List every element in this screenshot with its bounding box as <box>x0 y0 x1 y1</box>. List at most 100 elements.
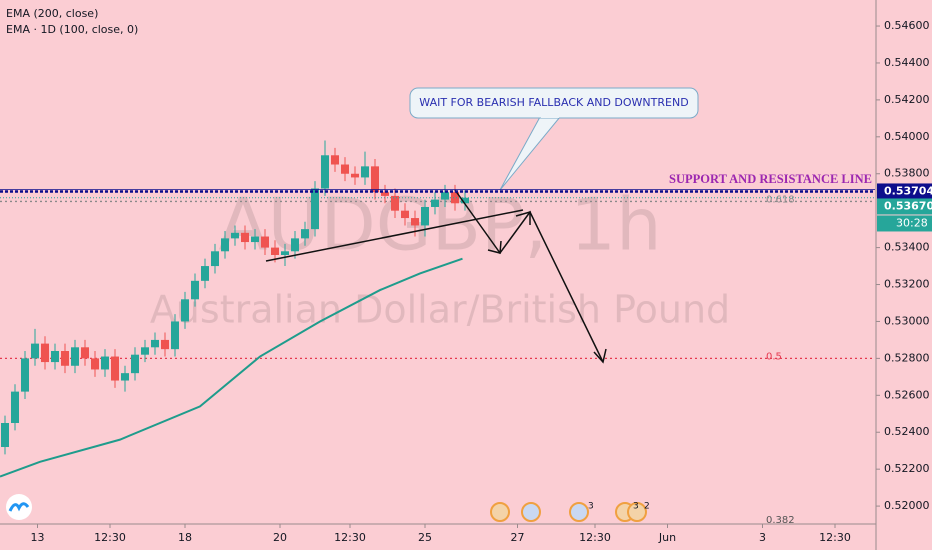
y-tick-label: 0.54000 <box>884 130 930 143</box>
candle-body <box>131 354 139 374</box>
x-tick-label: 12:30 <box>334 531 366 544</box>
candle-body <box>51 350 59 363</box>
y-tick-label: 0.53400 <box>884 241 930 254</box>
candle-body <box>251 236 259 243</box>
candle-body <box>351 173 359 178</box>
countdown-box <box>877 215 932 232</box>
candle-body <box>421 206 429 226</box>
candle-body <box>301 229 309 239</box>
indicator-legend: EMA (200, close) <box>6 7 98 20</box>
y-tick-label: 0.52400 <box>884 425 930 438</box>
event-icon[interactable] <box>627 502 647 522</box>
candle-body <box>401 210 409 219</box>
candle-body <box>201 266 209 281</box>
price-label: 0.53704 <box>884 184 932 197</box>
candle-body <box>81 347 89 359</box>
candle-body <box>311 188 319 230</box>
y-tick-label: 0.54200 <box>884 93 930 106</box>
candle-body <box>171 321 179 350</box>
candle-body <box>391 195 399 211</box>
callout-tail <box>499 116 561 191</box>
candle-body <box>151 339 159 348</box>
x-tick-label: 12:30 <box>579 531 611 544</box>
candle-body <box>181 299 189 322</box>
candle-body <box>101 356 109 370</box>
x-tick-label: 27 <box>511 531 525 544</box>
candle-body <box>141 347 149 355</box>
event-icon[interactable] <box>569 502 589 522</box>
x-tick-label: 12:30 <box>819 531 851 544</box>
candle-body <box>231 232 239 239</box>
event-count: 3 <box>633 502 639 512</box>
candle-body <box>331 155 339 165</box>
candle-body <box>11 391 19 424</box>
candle-body <box>261 236 269 248</box>
y-tick-label: 0.53800 <box>884 167 930 180</box>
candle-body <box>271 247 279 255</box>
candle-body <box>61 350 69 366</box>
candle-body <box>211 251 219 267</box>
projection-path <box>454 189 604 363</box>
x-tick-label: 18 <box>178 531 192 544</box>
candle-body <box>161 339 169 350</box>
event-count: 2 <box>644 502 650 512</box>
candle-body <box>441 192 449 200</box>
candle-body <box>1 423 9 448</box>
x-tick-label: 3 <box>759 531 766 544</box>
candle-body <box>461 197 469 204</box>
candle-body <box>371 166 379 193</box>
arrow-head <box>487 240 502 254</box>
price-label: 0.53670 <box>884 199 932 212</box>
y-tick-label: 0.53200 <box>884 278 930 291</box>
fib-label: 0.382 <box>766 515 795 526</box>
price-label-box <box>877 183 932 200</box>
x-tick-label: Jun <box>658 531 676 544</box>
y-tick-label: 0.52600 <box>884 388 930 401</box>
x-tick-label: 12:30 <box>94 531 126 544</box>
y-tick-label: 0.52800 <box>884 351 930 364</box>
candle-body <box>241 232 249 243</box>
event-count: 3 <box>588 502 594 512</box>
trend-line <box>265 209 524 262</box>
ema-line <box>0 257 463 478</box>
x-tick-label: 25 <box>418 531 432 544</box>
candle-body <box>341 164 349 174</box>
marks <box>0 140 875 478</box>
logo-mark <box>8 502 30 512</box>
y-tick-label: 0.53000 <box>884 314 930 327</box>
candle-body <box>361 166 369 178</box>
y-tick-label: 0.52200 <box>884 462 930 475</box>
fib-label: 0.5 <box>766 351 782 362</box>
support-label: SUPPORT AND RESISTANCE LINE <box>669 172 872 186</box>
watermark-name: Australian Dollar/British Pound <box>150 288 730 332</box>
event-icon[interactable] <box>490 502 510 522</box>
y-tick-label: 0.52000 <box>884 499 930 512</box>
candle-body <box>191 280 199 300</box>
arrow-head <box>593 348 607 364</box>
candle-body <box>291 238 299 252</box>
y-tick-label: 0.54600 <box>884 19 930 32</box>
x-tick-label: 13 <box>31 531 45 544</box>
candle-body <box>281 251 289 255</box>
candle-body <box>221 238 229 252</box>
x-tick-label: 20 <box>273 531 287 544</box>
candle-body <box>31 343 39 359</box>
arrow-head <box>515 211 531 225</box>
event-icon[interactable] <box>521 502 541 522</box>
candle-body <box>411 218 419 226</box>
candle-body <box>91 358 99 370</box>
candle-body <box>41 343 49 363</box>
candle-body <box>111 356 119 381</box>
indicator-legend: EMA · 1D (100, close, 0) <box>6 23 138 36</box>
candle-body <box>71 347 79 366</box>
candle-body <box>121 373 129 381</box>
y-tick-label: 0.54400 <box>884 56 930 69</box>
countdown: 30:28 <box>896 216 928 229</box>
fib-label: 0.618 <box>766 194 795 205</box>
price-label-box <box>877 198 932 215</box>
candle-body <box>321 155 329 189</box>
candle-body <box>451 192 459 204</box>
watermark-symbol: AUDGBP, 1h <box>218 183 661 267</box>
candle-body <box>431 199 439 207</box>
